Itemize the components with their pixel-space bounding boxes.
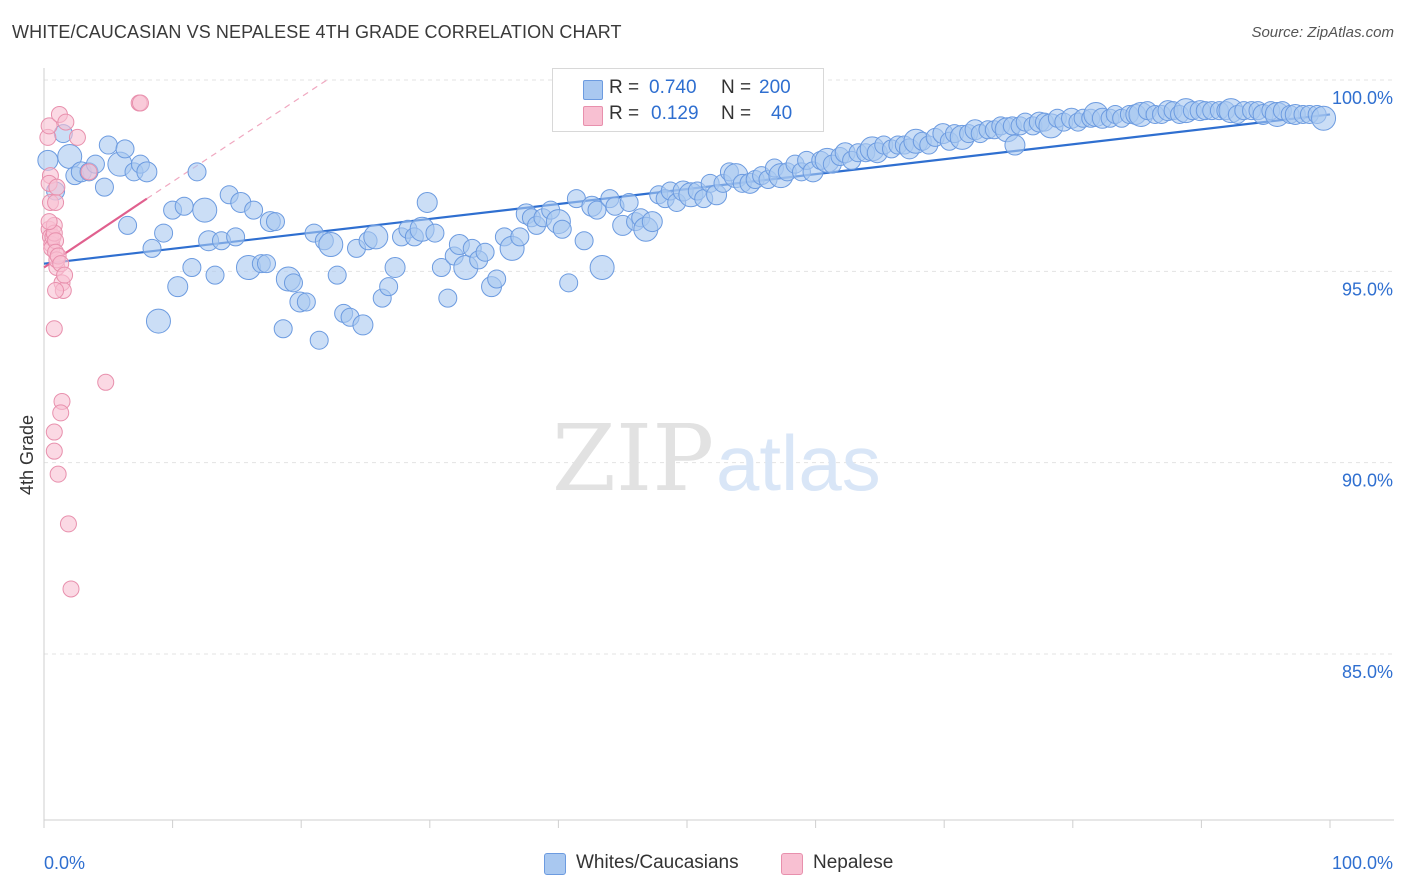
whites-point (154, 223, 174, 243)
series-legend: Whites/Caucasians Nepalese (0, 850, 1406, 878)
nepalese-point (45, 423, 63, 441)
whites-point (574, 231, 594, 251)
whites-point (384, 257, 406, 279)
whites-point (283, 273, 303, 293)
whites-point (273, 319, 293, 339)
whites-point (475, 242, 495, 262)
tick-labels: 85.0% 90.0% 95.0% 100.0% 0.0% 100.0% (43, 88, 1393, 873)
y-tick-label: 100.0% (1332, 88, 1393, 108)
series-swatch-whites (544, 853, 566, 875)
whites-point (226, 227, 246, 247)
nepalese-point (97, 373, 115, 391)
nepalese-point (45, 320, 63, 338)
whites-point (142, 238, 162, 258)
data-points (37, 94, 1337, 598)
whites-point (182, 258, 202, 278)
whites-point (438, 288, 458, 308)
grid-lines (44, 79, 1394, 655)
whites-point (37, 149, 59, 171)
whites-point (98, 135, 118, 155)
whites-point (296, 292, 316, 312)
whites-point (94, 177, 114, 197)
watermark-atlas: atlas (716, 419, 881, 507)
whites-point (115, 139, 135, 159)
whites-point (145, 308, 171, 334)
legend-r-label: R = (609, 77, 640, 98)
whites-point (379, 277, 399, 297)
watermark: ZIP atlas (552, 405, 881, 512)
whites-point (136, 161, 158, 183)
nepalese-point (40, 117, 58, 135)
y-tick-label: 90.0% (1342, 471, 1393, 491)
whites-point (309, 330, 329, 350)
whites-point (363, 224, 389, 250)
whites-point (265, 212, 285, 232)
legend-row-nepalese: R = 0.129 N = 40 (553, 103, 823, 129)
whites-point (559, 273, 579, 293)
watermark-zip: ZIP (552, 405, 714, 512)
legend-r-value: 0.129 (651, 103, 699, 124)
axes (43, 68, 1394, 821)
x-tick-label: 0.0% (44, 853, 85, 873)
legend-n-label: N = (721, 77, 752, 98)
nepalese-point (45, 442, 63, 460)
source-label: Source: ZipAtlas.com (1251, 24, 1394, 41)
whites-point (244, 200, 264, 220)
legend-n-value: 200 (759, 77, 791, 98)
whites-point (118, 215, 138, 235)
series-swatch-nepalese (781, 853, 803, 875)
legend-n-value: 40 (771, 103, 793, 124)
whites-point (174, 196, 194, 216)
series-label-nepalese: Nepalese (813, 852, 894, 873)
nepalese-point (40, 213, 58, 231)
nepalese-point (48, 178, 66, 196)
whites-point (256, 254, 276, 274)
whites-point (425, 223, 445, 243)
nepalese-point (131, 94, 149, 112)
nepalese-point (62, 580, 80, 598)
x-tick-label: 100.0% (1332, 853, 1393, 873)
whites-point (167, 276, 189, 298)
whites-point (587, 200, 607, 220)
legend-r-value: 0.740 (649, 77, 697, 98)
whites-point (641, 211, 663, 233)
whites-point (1004, 134, 1026, 156)
legend-swatch-whites (583, 80, 603, 100)
whites-point (352, 314, 374, 336)
series-label-whites: Whites/Caucasians (576, 852, 739, 873)
nepalese-point (57, 113, 75, 131)
whites-point (619, 192, 639, 212)
whites-point (487, 269, 507, 289)
legend-row-whites: R = 0.740 N = 200 (553, 77, 823, 103)
nepalese-point (59, 515, 77, 533)
y-axis-label: 4th Grade (17, 415, 37, 495)
whites-point (327, 265, 347, 285)
whites-point (589, 255, 615, 281)
nepalese-point (80, 163, 98, 181)
whites-point (192, 197, 218, 223)
nepalese-point (52, 404, 70, 422)
nepalese-point (68, 128, 86, 146)
whites-point (416, 191, 438, 213)
whites-point (205, 265, 225, 285)
nepalese-point (47, 193, 65, 211)
legend-n-label: N = (721, 103, 752, 124)
correlation-legend: R = 0.740 N = 200 R = 0.129 N = 40 (552, 68, 824, 132)
legend-swatch-nepalese (583, 106, 603, 126)
y-tick-label: 85.0% (1342, 662, 1393, 682)
whites-point (318, 232, 344, 258)
legend-r-label: R = (609, 103, 640, 124)
whites-point (187, 162, 207, 182)
nepalese-point (49, 465, 67, 483)
y-tick-label: 95.0% (1342, 279, 1393, 299)
nepalese-point (47, 281, 65, 299)
whites-point (552, 219, 572, 239)
whites-point (1311, 105, 1337, 131)
whites-point (431, 258, 451, 278)
nepalese-trend-extension (146, 79, 328, 200)
whites-point (510, 227, 530, 247)
chart-title: WHITE/CAUCASIAN VS NEPALESE 4TH GRADE CO… (12, 22, 622, 42)
nepalese-point (56, 266, 74, 284)
